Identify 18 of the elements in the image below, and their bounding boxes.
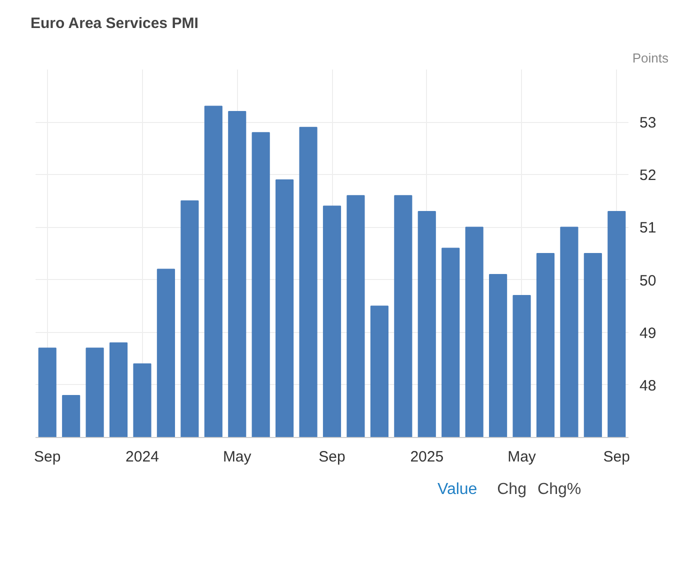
chart-title: Euro Area Services PMI	[30, 15, 198, 32]
y-tick-label: 52	[640, 167, 656, 184]
text: Value	[437, 481, 478, 498]
y-tick-label: 48	[640, 377, 656, 394]
y-tick-label: 51	[640, 220, 656, 237]
y-axis-title: Points	[632, 50, 669, 66]
y-tick-label: 50	[640, 272, 656, 290]
x-tick-label: May	[508, 448, 536, 466]
x-tick-label: 2024	[126, 448, 159, 466]
x-tick-label: 2025	[410, 448, 444, 466]
x-tick-label: Sep	[34, 448, 61, 466]
text: Chg	[497, 481, 526, 498]
text: Chg%	[538, 481, 582, 498]
y-tick-label: 49	[640, 324, 656, 342]
x-tick-label: May	[222, 448, 252, 466]
y-tick-label: 53	[640, 114, 656, 132]
x-tick-label: Sep	[318, 448, 346, 466]
x-tick-label: Sep	[603, 448, 630, 466]
